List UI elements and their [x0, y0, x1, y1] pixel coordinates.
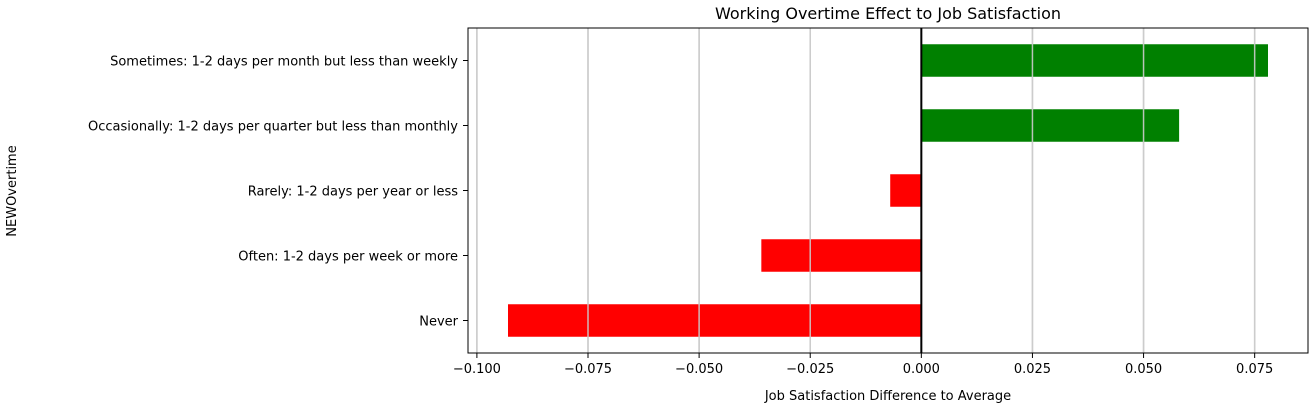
- x-tick-label: −0.100: [453, 362, 501, 377]
- y-tick-label: Rarely: 1-2 days per year or less: [248, 185, 458, 200]
- bar: [890, 174, 922, 207]
- x-tick-label: 0.075: [1236, 362, 1273, 377]
- x-ticks: −0.100 −0.075 −0.050 −0.025 0.000 0.025 0.050 0…: [453, 353, 1273, 377]
- x-tick-label: −0.075: [564, 362, 612, 377]
- bar: [921, 44, 1268, 77]
- x-tick-label: 0.025: [1014, 362, 1051, 377]
- y-tick-label: Occasionally: 1-2 days per quarter but l…: [88, 120, 458, 135]
- bar: [761, 239, 922, 272]
- x-axis-label: Job Satisfaction Difference to Average: [764, 389, 1011, 404]
- chart-title: Working Overtime Effect to Job Satisfact…: [715, 4, 1061, 23]
- x-tick-label: 0.050: [1125, 362, 1162, 377]
- bar: [508, 304, 922, 337]
- bars: [476, 28, 1268, 353]
- y-axis-label: NEWOvertime: [5, 145, 20, 236]
- y-tick-label: Never: [419, 315, 458, 330]
- x-tick-label: −0.025: [786, 362, 834, 377]
- x-tick-label: 0.000: [903, 362, 940, 377]
- y-tick-label: Often: 1-2 days per week or more: [238, 250, 458, 265]
- x-tick-label: −0.050: [675, 362, 723, 377]
- bar: [921, 109, 1180, 142]
- y-ticks: Sometimes: 1-2 days per month but less t…: [88, 55, 468, 330]
- y-tick-label: Sometimes: 1-2 days per month but less t…: [110, 55, 458, 70]
